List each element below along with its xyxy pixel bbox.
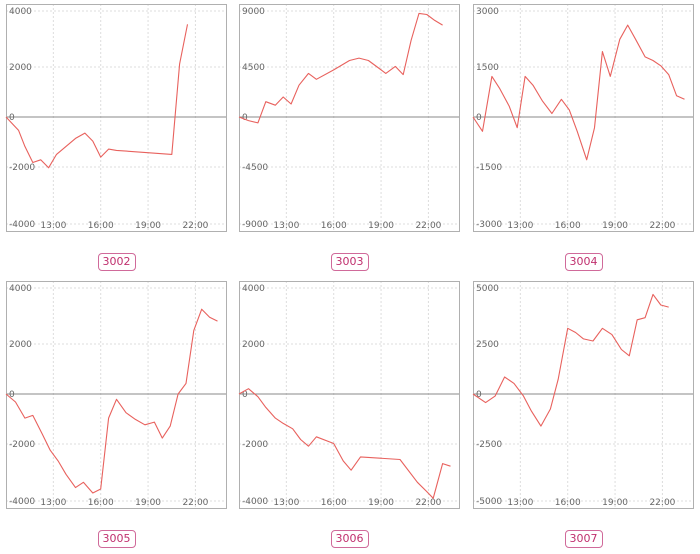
x-tick-label: 16:00 [88,221,114,231]
y-tick-label: 5000 [476,284,499,294]
y-tick-label: 0 [9,390,15,400]
x-tick-label: 16:00 [321,498,347,508]
y-tick-label: 4000 [9,7,32,17]
plot-frame [239,4,460,232]
x-tick-label: 19:00 [135,498,161,508]
y-tick-label: 2000 [9,340,32,350]
x-tick-label: 22:00 [182,498,208,508]
x-tick-label: 16:00 [555,221,581,231]
series-line [472,293,669,427]
chart-panel-3007: 5000 2500 0 -2500 -5000 13:00 16:00 19:00 22:00 [472,281,694,509]
series-line [472,24,685,161]
x-tick-label: 13:00 [507,498,533,508]
y-tick-label: -5000 [476,497,502,507]
chart-panel-3006: 4000 2000 0 -2000 -4000 13:00 16:00 19:00 22:00 [238,281,460,509]
x-tick-label: 13:00 [507,221,533,231]
y-tick-label: 0 [242,113,248,123]
y-tick-label: -4000 [9,497,35,507]
chart-title-badge-3005[interactable]: 3005 [97,530,136,548]
x-tick-label: 13:00 [273,498,299,508]
x-tick-label: 13:00 [40,221,66,231]
y-tick-label: 0 [9,113,15,123]
x-tick-label: 22:00 [649,498,675,508]
series-line [238,388,451,499]
y-tick-label: 4000 [9,284,32,294]
y-tick-label: -9000 [242,220,268,230]
chart-panel-3004: 3000 1500 0 -1500 -3000 13:00 16:00 19:00 22:00 [472,4,694,232]
y-tick-label: 1500 [476,63,499,73]
plot-frame [6,281,227,509]
y-tick-label: -2000 [9,440,35,450]
y-tick-label: 4500 [242,63,265,73]
chart-title-badge-3006[interactable]: 3006 [330,530,369,548]
y-tick-label: -4500 [242,163,268,173]
x-tick-label: 13:00 [273,221,299,231]
y-tick-label: -2000 [9,163,35,173]
plot-frame [239,281,460,509]
x-tick-label: 22:00 [649,221,675,231]
chart-panel-3003: 9000 4500 0 -4500 -9000 13:00 16:00 19:00 22:00 [238,4,460,232]
y-tick-label: 0 [476,390,482,400]
chart-title-badge-3003[interactable]: 3003 [330,253,369,271]
chart-title-badge-3002[interactable]: 3002 [97,253,136,271]
y-tick-label: -4000 [9,220,35,230]
y-tick-label: 2000 [242,340,265,350]
x-tick-label: 19:00 [602,221,628,231]
y-tick-label: -4000 [242,497,268,507]
y-tick-label: -2500 [476,440,502,450]
x-tick-label: 19:00 [135,221,161,231]
series-line [238,12,443,124]
plot-frame [6,4,227,232]
y-tick-label: 3000 [476,7,499,17]
x-tick-label: 19:00 [368,221,394,231]
x-tick-label: 22:00 [182,221,208,231]
x-tick-label: 16:00 [88,498,114,508]
chart-panel-3005: 4000 2000 0 -2000 -4000 13:00 16:00 19:00 22:00 [5,281,227,509]
chart-title-badge-3004[interactable]: 3004 [564,253,603,271]
x-tick-label: 16:00 [321,221,347,231]
series-line [5,24,189,169]
plot-frame [473,4,694,232]
x-tick-label: 19:00 [368,498,394,508]
plot-frame [473,281,694,509]
chart-title-badge-3007[interactable]: 3007 [564,530,603,548]
x-tick-label: 16:00 [555,498,581,508]
y-tick-label: 2500 [476,340,499,350]
y-tick-label: 4000 [242,284,265,294]
y-tick-label: -3000 [476,220,502,230]
y-tick-label: 9000 [242,7,265,17]
y-tick-label: -1500 [476,163,502,173]
y-tick-label: 0 [476,113,482,123]
y-tick-label: -2000 [242,440,268,450]
x-tick-label: 22:00 [415,221,441,231]
x-tick-label: 22:00 [415,498,441,508]
chart-panel-3002: 4000 2000 0 -2000 -4000 13:00 16:00 19:00 22:00 [5,4,227,232]
x-tick-label: 19:00 [602,498,628,508]
y-tick-label: 0 [242,390,248,400]
y-tick-label: 2000 [9,63,32,73]
series-line [5,308,218,494]
x-tick-label: 13:00 [40,498,66,508]
